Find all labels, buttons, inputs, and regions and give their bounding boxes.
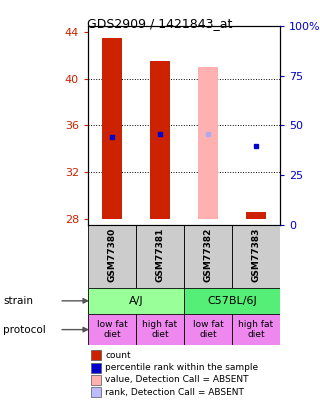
Text: high fat
diet: high fat diet [142,320,178,339]
Text: rank, Detection Call = ABSENT: rank, Detection Call = ABSENT [105,388,244,396]
Text: GSM77383: GSM77383 [252,228,260,282]
Bar [88,314,136,345]
Bar [136,224,184,288]
Bar [184,224,232,288]
Text: count: count [105,351,131,360]
Text: low fat
diet: low fat diet [97,320,127,339]
Text: GSM77380: GSM77380 [108,228,116,282]
Bar [246,212,266,219]
Bar [232,314,280,345]
Bar [232,224,280,288]
Text: C57BL/6J: C57BL/6J [207,296,257,306]
Text: GDS2909 / 1421843_at: GDS2909 / 1421843_at [87,17,233,30]
Text: strain: strain [3,296,33,306]
Bar [198,67,218,219]
Bar [150,61,170,219]
Bar [91,362,101,373]
Bar [88,288,184,314]
Text: A/J: A/J [129,296,143,306]
Text: GSM77382: GSM77382 [204,228,212,282]
Bar [91,387,101,397]
Text: high fat
diet: high fat diet [238,320,274,339]
Bar [91,350,101,360]
Text: low fat
diet: low fat diet [193,320,223,339]
Bar [88,224,136,288]
Text: percentile rank within the sample: percentile rank within the sample [105,363,259,372]
Bar [102,38,122,219]
Bar [184,288,280,314]
Text: protocol: protocol [3,324,46,335]
Text: value, Detection Call = ABSENT: value, Detection Call = ABSENT [105,375,249,384]
Bar [184,314,232,345]
Bar [136,314,184,345]
Bar [91,375,101,385]
Text: GSM77381: GSM77381 [156,228,164,282]
